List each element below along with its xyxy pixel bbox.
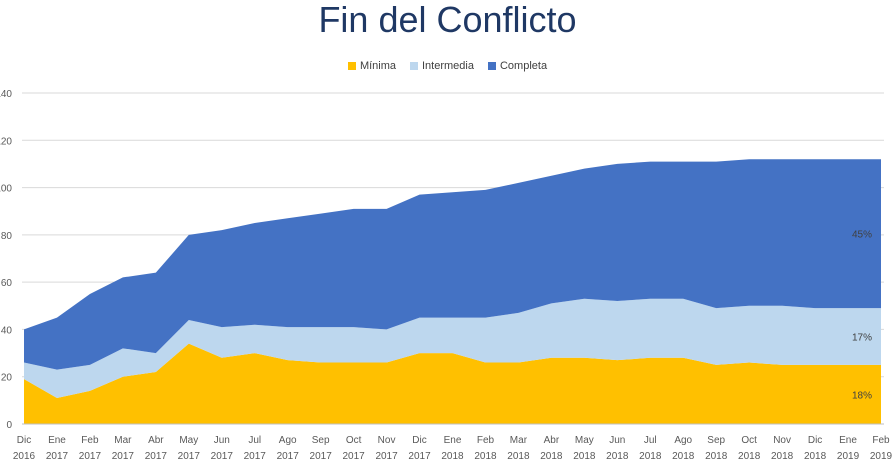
x-tick-label: Dic 2018 (804, 435, 827, 462)
x-tick-label: Feb 2018 (474, 435, 497, 462)
x-tick-label: Abr 2018 (540, 435, 563, 462)
x-tick-label: Ago 2017 (277, 435, 300, 462)
x-tick-label: Dic 2016 (13, 435, 36, 462)
x-tick-label: Mar 2017 (112, 435, 135, 462)
x-tick-label: Mar 2018 (507, 435, 530, 462)
y-tick-label: 100 (0, 184, 12, 195)
legend-item-minima: Mínima (347, 60, 396, 72)
legend-label-intermedia: Intermedia (422, 60, 474, 72)
x-tick-label: Jul 2017 (244, 435, 267, 462)
y-tick-label: 40 (1, 325, 13, 336)
legend-item-intermedia: Intermedia (410, 60, 474, 72)
x-tick-label: Jul 2018 (639, 435, 662, 462)
legend-swatch-intermedia (410, 62, 418, 70)
legend-swatch-minima (347, 62, 356, 70)
y-tick-label: 20 (1, 373, 13, 384)
x-tick-label: Ene 2018 (441, 435, 464, 462)
x-tick-label: Abr 2017 (145, 435, 168, 462)
x-tick-label: Sep 2017 (310, 435, 333, 462)
data-label: 17% (852, 333, 872, 344)
y-tick-label: 0 (6, 420, 12, 431)
area-completa (24, 159, 881, 370)
x-tick-label: Oct 2017 (342, 435, 365, 462)
x-tick-label: Dic 2017 (408, 435, 431, 462)
x-tick-label: Nov 2018 (771, 435, 794, 462)
x-tick-label: May 2017 (178, 435, 201, 462)
y-tick-label: 80 (1, 231, 13, 242)
y-tick-label: 60 (1, 278, 13, 289)
data-label: 18% (852, 390, 872, 401)
x-tick-label: Oct 2018 (738, 435, 761, 462)
chart-title: Fin del Conflicto (318, 0, 577, 40)
x-tick-label: Ago 2018 (672, 435, 695, 462)
data-label: 45% (852, 230, 872, 241)
x-tick-label: Feb 2017 (79, 435, 102, 462)
x-tick-label: May 2018 (573, 435, 596, 462)
x-tick-label: Jun 2017 (211, 435, 234, 462)
area-intermedia (24, 298, 881, 398)
legend-label-completa: Completa (499, 60, 548, 72)
x-tick-label: Sep 2018 (705, 435, 728, 462)
x-tick-label: Ene 2017 (46, 435, 69, 462)
legend: Mínima Intermedia Completa (0, 60, 895, 72)
legend-label-minima: Mínima (359, 60, 396, 72)
y-tick-label: 140 (0, 89, 12, 100)
x-tick-label: Jun 2018 (606, 435, 629, 462)
x-tick-label: Feb 2019 (870, 435, 893, 462)
x-tick-label: Nov 2017 (375, 435, 398, 462)
y-tick-label: 120 (0, 136, 12, 147)
area-minima (24, 343, 881, 424)
legend-swatch-completa (487, 62, 496, 70)
x-tick-label: Ene 2019 (837, 435, 860, 462)
legend-item-completa: Completa (487, 60, 548, 72)
